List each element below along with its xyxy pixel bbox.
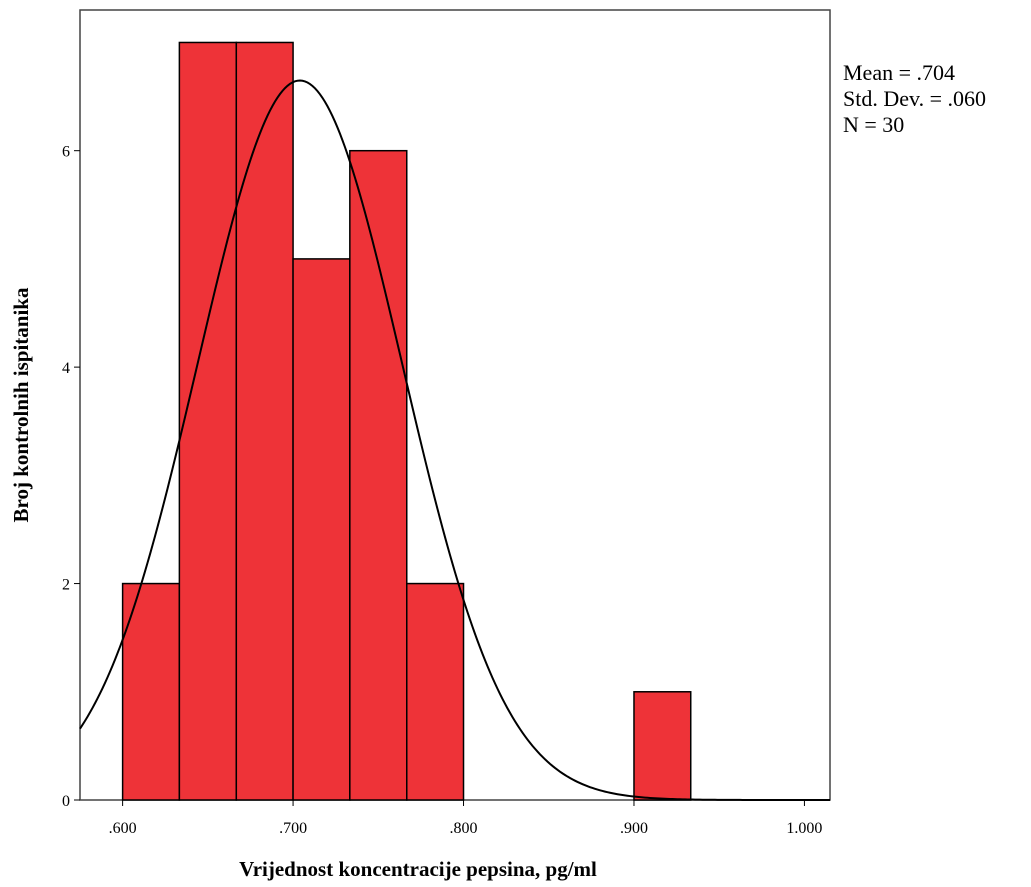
histogram-bar-3 xyxy=(292,258,351,801)
x-axis-title: Vrijednost koncentracije pepsina, pg/ml xyxy=(239,857,597,881)
histogram-bar-0 xyxy=(121,582,181,801)
y-tick-label-0: 0 xyxy=(62,793,70,810)
x-tick-label-2: .800 xyxy=(450,820,478,837)
histogram-bar-2 xyxy=(235,41,294,801)
y-tick-label-2: 4 xyxy=(62,360,70,377)
histogram-bar-4 xyxy=(349,149,408,801)
histogram-bar-6 xyxy=(633,691,692,801)
stats-box: Mean = .704 Std. Dev. = .060 N = 30 xyxy=(843,60,986,137)
x-tick-label-3: .900 xyxy=(620,820,648,837)
stat-mean: Mean = .704 xyxy=(843,60,955,85)
y-axis-title: Broj kontrolnih ispitanika xyxy=(9,287,33,522)
stat-std-dev: Std. Dev. = .060 xyxy=(843,86,986,111)
y-tick-label-1: 2 xyxy=(62,577,70,594)
stat-n: N = 30 xyxy=(843,112,904,137)
histogram-bar-5 xyxy=(406,582,465,801)
x-tick-label-1: .700 xyxy=(279,820,307,837)
x-tick-label-0: .600 xyxy=(109,820,137,837)
x-tick-label-4: 1.000 xyxy=(786,820,822,837)
x-axis: .600 .700 .800 .900 1.000 xyxy=(109,800,822,837)
y-axis: 0 2 4 6 xyxy=(62,144,80,810)
histogram-bars xyxy=(121,41,692,801)
y-tick-label-3: 6 xyxy=(62,144,70,161)
histogram-bar-1 xyxy=(178,41,238,801)
normal-curve xyxy=(79,79,830,801)
